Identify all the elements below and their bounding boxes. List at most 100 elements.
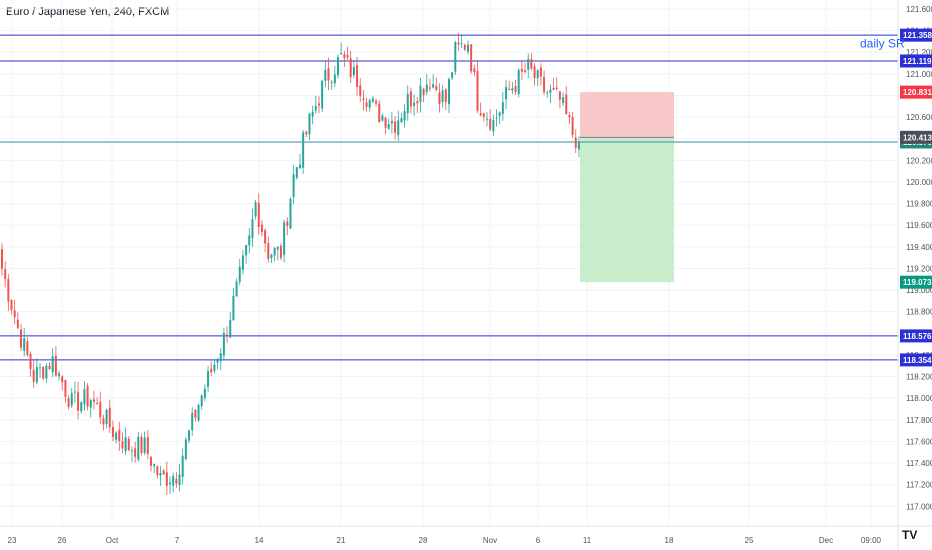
y-tick-label: 117.600	[906, 437, 932, 446]
stop-price-label: 120.831	[900, 85, 932, 99]
candle-body	[413, 102, 416, 106]
candle-body	[270, 254, 273, 259]
candle-body	[447, 78, 450, 105]
candle-body	[153, 463, 156, 467]
candle-body	[577, 141, 580, 150]
stop-loss-zone[interactable]	[580, 92, 674, 138]
candle-body	[546, 92, 549, 94]
candle-body	[207, 371, 210, 387]
candle-body	[238, 266, 241, 282]
take-profit-zone[interactable]	[580, 137, 674, 283]
candle-body	[530, 59, 533, 69]
candle-body	[273, 247, 276, 256]
candle-body	[517, 69, 520, 95]
candle-body	[7, 278, 10, 302]
candle-body	[73, 391, 76, 393]
y-tick-label: 121.200	[906, 48, 932, 57]
candle-body	[463, 44, 466, 50]
candle-body	[108, 407, 111, 428]
candle-body	[210, 368, 213, 373]
time-axis[interactable]: 23 26 Oct 7 14 21 28 Nov 6 11 18 25 Dec 09:00	[8, 536, 882, 545]
candle-body	[197, 405, 200, 421]
candle-body	[32, 370, 35, 382]
candle-body	[83, 389, 86, 405]
candle-body	[1, 249, 3, 269]
x-tick-label: Dec	[819, 536, 833, 545]
candle-body	[466, 44, 469, 52]
candle-body	[194, 409, 197, 418]
candle-body	[102, 418, 105, 425]
candle-body	[254, 202, 257, 217]
candle-body	[555, 87, 558, 89]
candle-body	[292, 174, 295, 198]
candle-body	[29, 353, 32, 369]
candle-body	[543, 77, 546, 93]
y-tick-label: 120.200	[906, 156, 932, 165]
candle-body	[558, 91, 561, 100]
candle-body	[222, 332, 225, 356]
price-label-text: 121.358	[903, 31, 932, 40]
hline-price-label: 118.576	[900, 329, 932, 343]
price-label-text: 120.413	[903, 133, 932, 142]
candle-body	[340, 52, 343, 55]
candle-body	[324, 69, 327, 81]
candle-body	[381, 115, 384, 121]
candle-body	[352, 67, 355, 75]
x-tick-label: 09:00	[861, 536, 882, 545]
tradingview-logo[interactable]: TV	[902, 528, 918, 542]
candle-body	[54, 355, 57, 376]
candle-body	[86, 386, 89, 407]
candle-body	[533, 66, 536, 79]
candle-body	[13, 310, 16, 318]
candle-body	[321, 80, 324, 109]
candle-body	[130, 450, 133, 452]
candle-body	[539, 67, 542, 77]
candle-body	[432, 84, 435, 88]
candle-body	[124, 437, 127, 452]
candle-body	[191, 412, 194, 431]
candle-body	[346, 55, 349, 58]
y-tick-label: 119.200	[906, 264, 932, 273]
annotation-daily-sr[interactable]: daily SR	[860, 37, 905, 51]
horizontal-lines[interactable]	[0, 34, 898, 361]
candle-body	[184, 439, 187, 459]
candle-body	[64, 379, 67, 397]
candle-body	[400, 118, 403, 123]
price-axis[interactable]: 121.600121.400121.200121.000120.800120.6…	[906, 5, 932, 511]
x-tick-label: 23	[8, 536, 17, 545]
candle-body	[172, 476, 175, 486]
price-label-text: 120.831	[903, 88, 932, 97]
price-label-text: 118.354	[903, 356, 932, 365]
candle-body	[92, 399, 95, 402]
x-tick-label: 26	[58, 536, 67, 545]
candle-body	[460, 43, 463, 45]
candle-body	[295, 167, 298, 178]
price-labels: 121.358121.119118.576118.354120.370120.8…	[900, 28, 932, 367]
candle-body	[169, 482, 172, 485]
candle-body	[394, 121, 397, 133]
candle-body	[574, 137, 577, 148]
hline-price-label: 118.354	[900, 353, 932, 367]
price-label-text: 118.576	[903, 332, 932, 341]
candle-body	[409, 91, 412, 107]
candle-body	[454, 42, 457, 72]
candle-body	[562, 97, 565, 103]
candle-body	[387, 124, 390, 129]
candle-body	[486, 118, 489, 120]
candle-body	[80, 402, 83, 412]
candle-body	[368, 100, 371, 108]
hline-price-label: 121.358	[900, 28, 932, 42]
candle-body	[302, 132, 305, 168]
y-tick-label: 118.000	[906, 394, 932, 403]
candle-body	[279, 245, 282, 258]
candle-body	[428, 87, 431, 89]
candle-body	[520, 68, 523, 72]
position-zones[interactable]	[580, 92, 674, 283]
candle-body	[39, 367, 42, 369]
candle-body	[444, 89, 447, 103]
candle-body	[23, 338, 26, 351]
candle-body	[457, 42, 460, 45]
candle-body	[406, 93, 409, 114]
candle-body	[422, 88, 425, 96]
